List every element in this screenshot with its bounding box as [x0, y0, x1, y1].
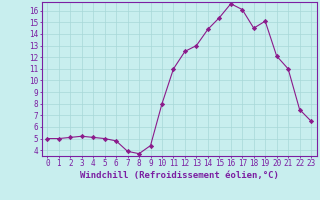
- X-axis label: Windchill (Refroidissement éolien,°C): Windchill (Refroidissement éolien,°C): [80, 171, 279, 180]
